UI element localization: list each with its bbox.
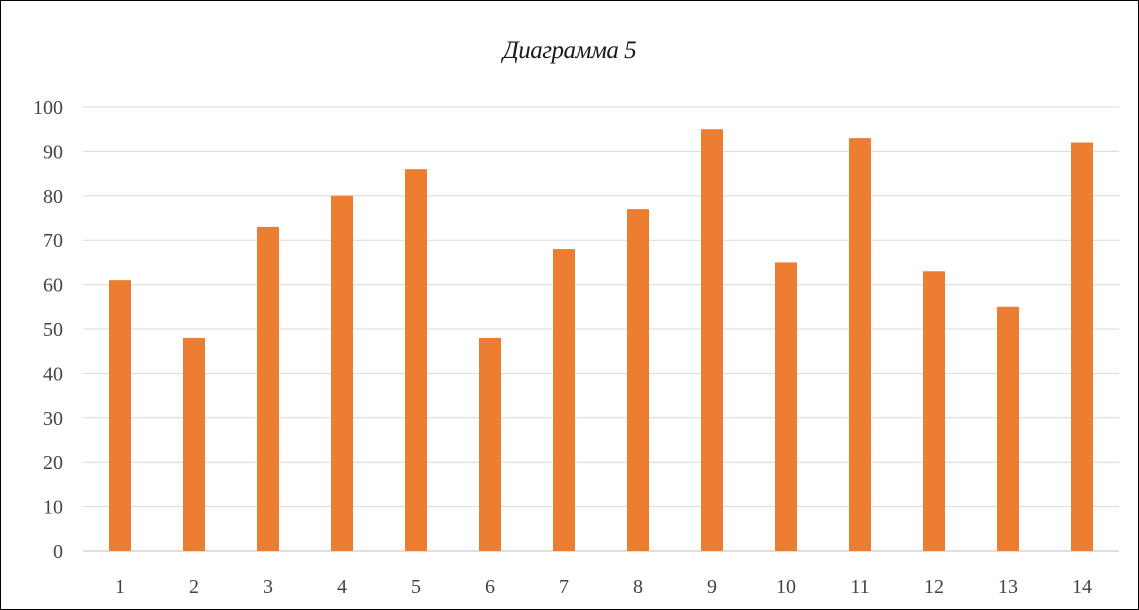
x-tick-label: 4 bbox=[337, 576, 347, 598]
gridlines bbox=[83, 106, 1119, 552]
y-tick-label: 60 bbox=[43, 275, 63, 297]
bar-5 bbox=[405, 169, 427, 551]
y-tick-label: 80 bbox=[43, 186, 63, 208]
bar-12 bbox=[923, 271, 945, 551]
y-tick-label: 90 bbox=[43, 141, 63, 163]
x-tick-label: 3 bbox=[263, 576, 273, 598]
bar-8 bbox=[627, 209, 649, 551]
bar-4 bbox=[331, 195, 353, 552]
y-axis-tick-labels: 0 10 20 30 40 50 60 70 80 90 100 bbox=[33, 97, 63, 563]
x-tick-label: 6 bbox=[485, 576, 495, 598]
y-tick-label: 10 bbox=[43, 497, 63, 519]
x-tick-label: 12 bbox=[924, 576, 944, 598]
bars bbox=[109, 129, 1093, 552]
bar-9 bbox=[701, 129, 723, 551]
bar-6 bbox=[479, 337, 501, 551]
y-tick-label: 100 bbox=[33, 97, 63, 119]
x-tick-label: 5 bbox=[411, 576, 421, 598]
bar-3 bbox=[257, 226, 279, 551]
bar-7 bbox=[553, 249, 575, 551]
bar-10 bbox=[775, 262, 797, 551]
x-tick-label: 2 bbox=[189, 576, 199, 598]
bar-14 bbox=[1071, 142, 1093, 551]
y-tick-label: 50 bbox=[43, 319, 63, 341]
bar-1 bbox=[109, 280, 131, 551]
bar-2 bbox=[183, 337, 205, 551]
x-tick-label: 13 bbox=[998, 576, 1018, 598]
bar-13 bbox=[997, 306, 1019, 551]
bar-11 bbox=[849, 138, 871, 551]
y-tick-label: 40 bbox=[43, 363, 63, 385]
x-tick-label: 14 bbox=[1072, 576, 1092, 598]
y-tick-label: 70 bbox=[43, 230, 63, 252]
x-tick-label: 8 bbox=[633, 576, 643, 598]
x-axis-tick-labels: 1 2 3 4 5 6 7 8 9 10 11 12 13 14 bbox=[115, 576, 1092, 598]
x-tick-label: 10 bbox=[776, 576, 796, 598]
y-tick-label: 20 bbox=[43, 452, 63, 474]
x-tick-label: 1 bbox=[115, 576, 125, 598]
x-tick-label: 9 bbox=[707, 576, 717, 598]
y-tick-label: 30 bbox=[43, 408, 63, 430]
chart-title: Диаграмма 5 bbox=[502, 37, 637, 64]
x-tick-label: 11 bbox=[850, 576, 869, 598]
y-tick-label: 0 bbox=[53, 541, 63, 563]
x-tick-label: 7 bbox=[559, 576, 569, 598]
